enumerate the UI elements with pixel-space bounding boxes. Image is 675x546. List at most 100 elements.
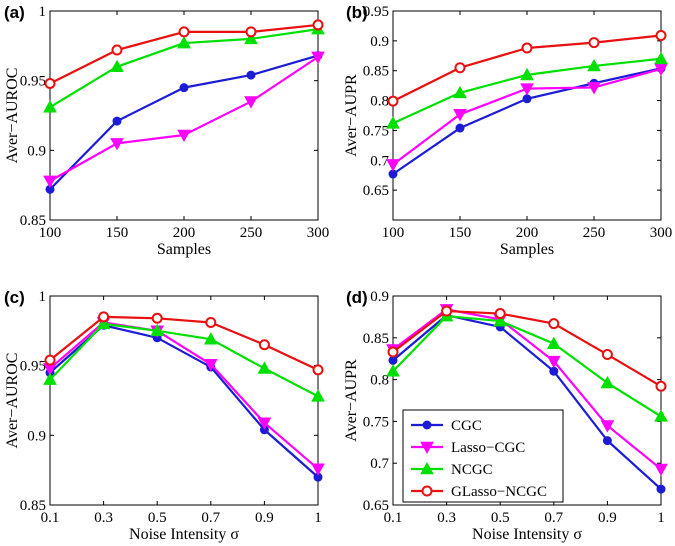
data-point <box>43 372 57 385</box>
data-point <box>386 159 400 172</box>
y-tick-label: 0.9 <box>370 289 389 305</box>
x-tick-label: 150 <box>106 225 129 241</box>
series-ncgc <box>43 22 325 113</box>
data-point <box>655 380 667 392</box>
data-point <box>522 94 532 104</box>
series-line <box>392 67 662 166</box>
y-tick-label: 1 <box>39 289 47 305</box>
legend-marker <box>422 420 432 430</box>
series-lasso-cgc <box>386 63 668 172</box>
data-point <box>601 349 613 361</box>
legend-label: CGC <box>451 418 482 434</box>
data-point <box>258 339 270 351</box>
data-point <box>548 318 560 330</box>
series-line <box>392 314 662 490</box>
data-point <box>312 19 324 31</box>
data-point <box>110 138 124 151</box>
x-tick-label: 1 <box>657 510 665 526</box>
y-tick-label: 0.95 <box>20 359 46 375</box>
data-point <box>244 31 258 45</box>
data-point <box>112 116 122 126</box>
data-point <box>587 58 601 72</box>
plot-frame <box>392 10 662 221</box>
y-tick-label: 0.75 <box>363 123 389 139</box>
x-axis-label: Noise Intensity σ <box>129 526 239 543</box>
y-tick-label-top: 0.95 <box>363 4 389 20</box>
y-tick-label: 0.9 <box>27 143 46 159</box>
legend-entry: CGC <box>411 418 482 434</box>
data-point <box>44 354 56 366</box>
data-point <box>311 463 325 476</box>
data-point <box>520 67 534 81</box>
y-tick-label: 0.85 <box>20 498 46 514</box>
legend-entry: Lasso−CGC <box>411 440 525 456</box>
y-axis-label: Aver−AUPR <box>343 359 360 442</box>
x-tick-label: 1 <box>314 510 322 526</box>
data-point <box>43 175 57 189</box>
y-tick-label: 0.85 <box>363 331 389 347</box>
y-tick-label: 0.9 <box>370 34 389 50</box>
data-point <box>179 83 189 93</box>
data-point <box>654 409 668 422</box>
series-line <box>392 308 662 470</box>
series-line <box>49 54 319 191</box>
x-tick-label: 100 <box>382 225 405 241</box>
x-tick-label: 0.3 <box>94 510 113 526</box>
series-line <box>49 322 319 398</box>
x-tick-label: 200 <box>173 225 196 241</box>
data-point <box>311 389 325 402</box>
data-point <box>257 361 272 374</box>
y-tick-label: 0.85 <box>363 64 389 80</box>
data-point <box>493 314 508 327</box>
data-point <box>96 316 111 330</box>
y-tick-label: 0.9 <box>27 428 46 444</box>
x-axis-label: Noise Intensity σ <box>472 526 582 543</box>
data-point <box>546 336 561 349</box>
series-cgc <box>45 320 323 482</box>
x-tick-label: 250 <box>240 225 263 241</box>
data-point <box>655 29 667 41</box>
data-point <box>387 346 399 358</box>
y-axis-label: Aver−AUROC <box>4 353 21 449</box>
data-point <box>546 355 561 369</box>
y-tick-label: 0.75 <box>363 414 389 430</box>
panel-label: (b) <box>346 3 368 22</box>
legend-marker <box>420 461 434 475</box>
x-axis-label: Samples <box>157 241 211 258</box>
data-point <box>203 332 218 345</box>
x-tick-label: 0.1 <box>41 510 60 526</box>
panel-c: 0.1 0.3 0.5 0.7 0.9 1 0.85 0.9 0.95 1 Noise Intens… <box>4 288 325 543</box>
x-tick-label: 0.5 <box>148 510 167 526</box>
y-axis-label: Aver−AUROC <box>4 68 21 164</box>
data-point <box>44 77 56 89</box>
x-tick-label: 0.3 <box>437 510 456 526</box>
data-point <box>177 129 191 143</box>
y-tick-label: 0.95 <box>20 74 46 90</box>
y-axis-label: Aver−AUPR <box>343 74 360 157</box>
x-tick-label: 0.1 <box>384 510 403 526</box>
data-point <box>654 63 668 76</box>
legend-marker <box>420 441 434 455</box>
x-tick-label: 0.7 <box>544 510 563 526</box>
legend-entry: GLasso−NCGC <box>411 484 547 500</box>
y-tick-label: 0.7 <box>370 456 389 472</box>
data-point <box>387 95 399 107</box>
data-point <box>43 100 57 113</box>
data-point <box>203 358 218 372</box>
panel-d: 0.1 0.3 0.5 0.7 0.9 1 0.65 0.7 0.75 0.8 0.85 0.9 Noi… <box>343 288 668 543</box>
data-point <box>654 463 668 477</box>
data-point <box>494 308 506 320</box>
data-point <box>311 51 325 65</box>
series-glasso-ncgc <box>387 305 667 392</box>
data-point <box>386 116 400 129</box>
data-point <box>257 417 272 430</box>
data-point <box>110 59 124 73</box>
data-point <box>587 82 601 95</box>
y-tick-label: 0.8 <box>370 373 389 389</box>
data-point <box>520 83 534 96</box>
x-tick-label: 100 <box>39 225 62 241</box>
data-point <box>388 355 398 365</box>
series-lasso-cgc <box>43 51 325 189</box>
data-point <box>654 51 668 65</box>
data-point <box>386 364 400 377</box>
